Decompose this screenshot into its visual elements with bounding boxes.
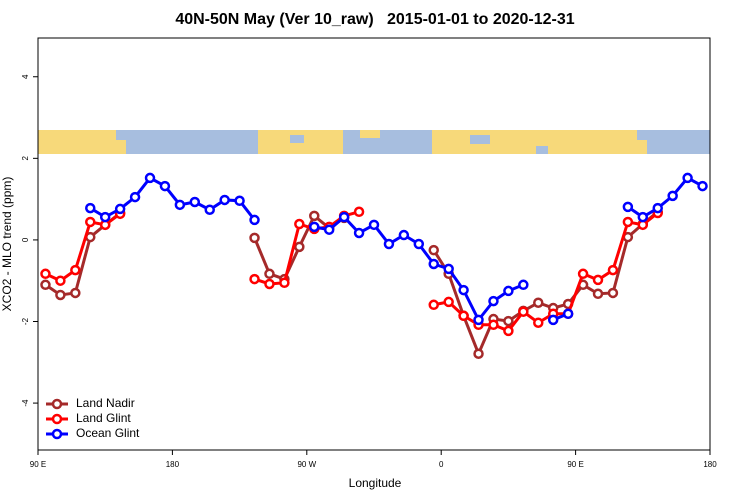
point [622,216,634,228]
point [518,279,529,291]
point [159,180,171,192]
x-tick-label: 180 [703,460,717,469]
point [309,221,320,233]
point [607,264,619,276]
point [592,274,604,286]
point [279,277,290,289]
point [458,310,469,322]
point [458,284,469,296]
point [413,238,425,250]
point [428,299,439,311]
y-tick-label: -2 [21,317,30,325]
y-axis-label: XCO2 - MLO trend (ppm) [0,177,14,312]
x-tick-label: 90 E [567,460,583,469]
point [368,219,380,231]
chart-title: 40N-50N May (Ver 10_raw) 2015-01-01 to 2… [175,11,574,28]
point [264,278,275,290]
x-axis-label: Longitude [349,476,402,490]
point [503,315,514,327]
point [204,204,215,215]
x-tick-label: 180 [166,460,180,469]
point [607,287,619,299]
point [622,201,634,213]
point [428,244,439,256]
legend-marker [51,398,63,410]
point [488,319,499,331]
point [338,211,350,223]
y-tick-label: 0 [21,237,30,242]
point [473,348,484,359]
point [144,172,156,184]
point [55,289,66,301]
y-tick-label: -4 [21,399,30,407]
point [503,285,514,297]
point [114,203,126,215]
point [398,229,410,241]
legend-label: Land Glint [76,411,131,425]
point [40,279,51,291]
point [264,268,275,280]
point [383,238,395,250]
point [85,202,96,214]
point [70,264,81,276]
series-line [433,211,659,333]
point [577,268,589,280]
point [682,172,693,184]
point [219,194,230,206]
plot-frame [37,37,711,451]
point [547,314,559,326]
point [533,317,544,328]
x-tick-label: 90 W [297,460,316,469]
point [473,314,484,326]
point [129,191,141,203]
point [518,306,529,317]
point [533,297,544,308]
point [443,263,454,275]
point [249,232,260,244]
y-tick-label: 4 [21,74,30,79]
x-tick-label: 0 [439,460,444,469]
x-tick-label: 90 E [30,460,46,469]
point [70,287,81,299]
point [55,275,66,286]
point [592,288,604,300]
point [249,214,260,226]
point [323,224,335,235]
point [503,325,514,337]
point [667,190,678,202]
point [697,180,708,192]
y-tick-label: 2 [21,156,30,161]
point [562,308,574,320]
series-line [627,176,704,219]
point [99,211,111,223]
point [309,210,320,222]
point [40,268,51,280]
point [637,211,649,223]
point [234,195,245,207]
point [85,216,96,228]
point [353,206,365,218]
point [294,218,305,230]
map-band [38,130,710,154]
legend-label: Land Nadir [76,396,135,410]
point [249,273,260,285]
point [174,199,186,211]
series-line [432,210,659,358]
point [428,258,439,270]
point [189,196,201,208]
legend-label: Ocean Glint [76,426,140,440]
legend-marker [51,428,63,440]
point [353,227,365,239]
point [294,241,305,253]
legend-marker [51,413,63,425]
point [652,202,663,214]
point [488,295,499,307]
point [443,296,454,308]
